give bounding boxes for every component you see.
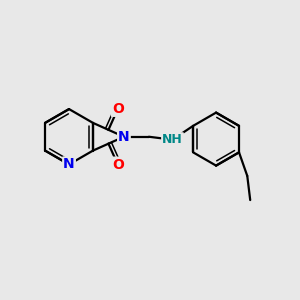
Text: O: O — [112, 158, 124, 172]
Text: NH: NH — [162, 133, 183, 146]
Text: O: O — [112, 102, 124, 116]
Text: N: N — [63, 158, 75, 171]
Text: N: N — [118, 130, 130, 144]
